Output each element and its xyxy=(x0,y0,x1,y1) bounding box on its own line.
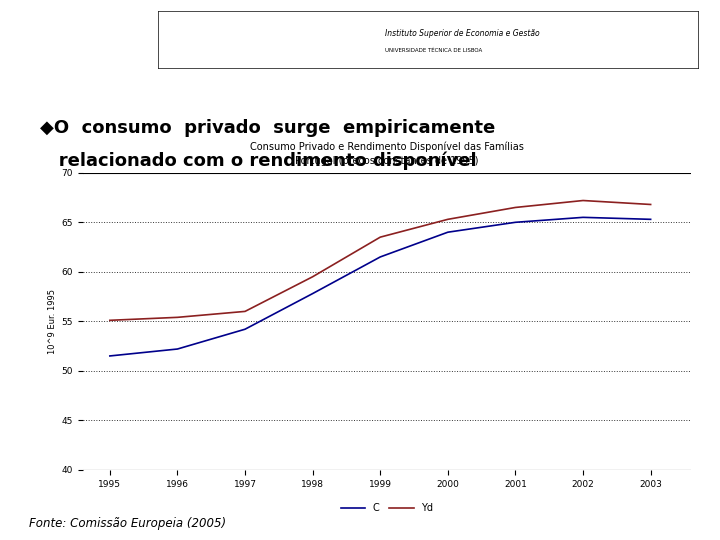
C xyxy=(240,326,249,333)
C xyxy=(579,214,588,220)
Yd xyxy=(240,308,249,315)
Yd xyxy=(647,201,655,208)
Text: relacionado com o rendimento disponível: relacionado com o rendimento disponível xyxy=(40,151,476,170)
Legend: C, Yd: C, Yd xyxy=(337,499,437,517)
C xyxy=(308,291,317,297)
C xyxy=(173,346,181,352)
Text: Fonte: Comissão Europeia (2005): Fonte: Comissão Europeia (2005) xyxy=(29,517,226,530)
Line: C: C xyxy=(110,217,651,356)
Text: Instituto Superior de Economia e Gestão: Instituto Superior de Economia e Gestão xyxy=(385,29,540,38)
Line: Yd: Yd xyxy=(110,200,651,320)
C xyxy=(376,254,384,260)
Yd xyxy=(376,234,384,240)
Title: Consumo Privado e Rendimento Disponível das Famílias
Portugal (preços constantes: Consumo Privado e Rendimento Disponível … xyxy=(250,141,524,166)
Yd xyxy=(106,317,114,323)
C xyxy=(106,353,114,359)
Text: ◆O  consumo  privado  surge  empiricamente: ◆O consumo privado surge empiricamente xyxy=(40,119,495,137)
Yd xyxy=(444,216,452,222)
Text: UNIVERSIDADE TÉCNICA DE LISBOA: UNIVERSIDADE TÉCNICA DE LISBOA xyxy=(385,48,482,53)
Yd xyxy=(173,314,181,321)
C xyxy=(511,219,520,226)
C xyxy=(444,229,452,235)
Yd xyxy=(308,273,317,280)
Y-axis label: 10^9 Eur. 1995: 10^9 Eur. 1995 xyxy=(48,289,58,354)
Yd xyxy=(579,197,588,204)
Yd xyxy=(511,204,520,211)
C xyxy=(647,216,655,222)
